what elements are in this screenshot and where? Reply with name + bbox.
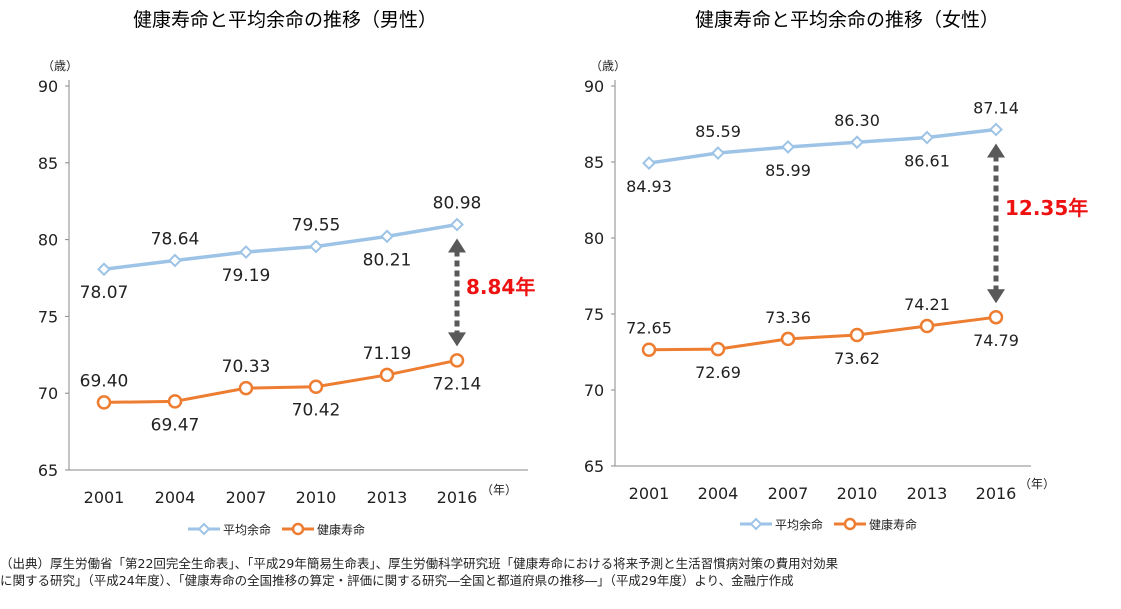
data-point-healthy-life	[921, 320, 933, 332]
data-label-healthy-life: 74.79	[973, 331, 1019, 350]
data-label-life-expectancy: 85.59	[695, 122, 741, 141]
data-label-life-expectancy: 79.19	[222, 266, 271, 286]
data-point-life-expectancy	[311, 241, 322, 252]
y-tick-label: 80	[584, 229, 604, 248]
data-point-life-expectancy	[922, 132, 933, 143]
legend-label-life-expectancy: 平均余命	[223, 522, 271, 537]
data-label-healthy-life: 73.36	[765, 308, 811, 327]
y-tick-label: 65	[584, 457, 604, 476]
gap-arrow-head-up	[448, 239, 466, 253]
y-tick-label: 85	[38, 154, 58, 173]
data-label-life-expectancy: 87.14	[973, 98, 1019, 117]
data-point-life-expectancy	[99, 264, 110, 275]
data-label-life-expectancy: 78.64	[151, 229, 200, 249]
data-label-life-expectancy: 78.07	[80, 283, 129, 303]
x-tick-label: 2013	[907, 484, 948, 503]
data-point-life-expectancy	[382, 231, 393, 242]
gap-arrow-head-down	[448, 332, 466, 346]
legend-label-healthy-life: 健康寿命	[317, 522, 365, 537]
series-line-healthy-life	[649, 317, 996, 350]
y-tick-label: 65	[38, 461, 58, 480]
x-axis-label: （年）	[1019, 477, 1055, 491]
y-tick-label: 90	[584, 77, 604, 96]
data-label-healthy-life: 70.42	[292, 401, 341, 421]
y-tick-label: 75	[38, 307, 58, 326]
data-label-life-expectancy: 85.99	[765, 161, 811, 180]
data-point-healthy-life	[169, 395, 181, 407]
chart-title-1: 健康寿命と平均余命の推移（男性）	[133, 9, 437, 31]
y-tick-label: 70	[584, 381, 604, 400]
data-point-life-expectancy	[991, 124, 1002, 135]
x-tick-label: 2001	[84, 488, 125, 507]
data-point-life-expectancy	[452, 219, 463, 230]
data-point-healthy-life	[990, 311, 1002, 323]
data-point-healthy-life	[310, 381, 322, 393]
legend-marker-healthy-life	[845, 519, 855, 529]
source-line-2: に関する研究」（平成24年度）、「健康寿命の全国推移の算定・評価に関する研究―全…	[0, 572, 1118, 589]
data-label-healthy-life: 72.65	[626, 319, 672, 338]
data-point-life-expectancy	[713, 148, 724, 159]
gap-label: 8.84年	[466, 275, 535, 299]
y-tick-label: 70	[38, 384, 58, 403]
data-point-life-expectancy	[852, 137, 863, 148]
data-label-healthy-life: 73.62	[834, 349, 880, 368]
x-tick-label: 2004	[155, 488, 196, 507]
figure: 健康寿命と平均余命の推移（男性） 65 70 75 80 85 90 （歳） 2001 2004 2…	[0, 0, 1121, 609]
data-label-life-expectancy: 80.21	[363, 250, 412, 270]
data-label-healthy-life: 70.33	[222, 357, 271, 377]
y-axis-label: （歳）	[590, 59, 626, 73]
data-label-healthy-life: 69.47	[151, 415, 200, 435]
legend-marker-life-expectancy	[751, 519, 761, 529]
data-point-healthy-life	[782, 333, 794, 345]
data-point-healthy-life	[98, 396, 110, 408]
data-label-healthy-life: 72.69	[695, 363, 741, 382]
y-tick-label: 80	[38, 231, 58, 250]
y-tick-label: 75	[584, 305, 604, 324]
data-label-life-expectancy: 80.98	[433, 194, 482, 214]
legend-marker-healthy-life	[293, 524, 303, 534]
legend-label-healthy-life: 健康寿命	[869, 517, 917, 532]
x-tick-label: 2001	[629, 484, 670, 503]
data-point-life-expectancy	[783, 141, 794, 152]
data-point-life-expectancy	[170, 255, 181, 266]
data-label-healthy-life: 74.21	[904, 295, 950, 314]
data-point-healthy-life	[712, 343, 724, 355]
charts-svg: 健康寿命と平均余命の推移（男性） 65 70 75 80 85 90 （歳） 2001 2004 2…	[0, 0, 1121, 560]
data-label-healthy-life: 72.14	[433, 374, 482, 394]
x-tick-label: 2013	[367, 488, 408, 507]
x-tick-label: 2007	[226, 488, 267, 507]
data-label-life-expectancy: 86.61	[904, 152, 950, 171]
data-label-life-expectancy: 84.93	[626, 177, 672, 196]
data-label-life-expectancy: 86.30	[834, 111, 880, 130]
data-point-life-expectancy	[644, 158, 655, 169]
x-tick-label: 2010	[837, 484, 878, 503]
x-tick-label: 2004	[698, 484, 739, 503]
data-point-life-expectancy	[241, 247, 252, 258]
x-tick-label: 2016	[437, 488, 478, 507]
gap-arrow-head-up	[987, 143, 1005, 157]
data-point-healthy-life	[643, 344, 655, 356]
y-axis-label: （歳）	[42, 59, 78, 73]
data-point-healthy-life	[451, 354, 463, 366]
data-label-healthy-life: 69.40	[80, 371, 129, 391]
x-tick-label: 2007	[768, 484, 809, 503]
series-line-healthy-life	[104, 360, 457, 402]
x-axis-label: （年）	[481, 483, 517, 497]
gap-label: 12.35年	[1005, 196, 1088, 220]
x-tick-label: 2016	[976, 484, 1017, 503]
legend-marker-life-expectancy	[199, 524, 209, 534]
chart-title-2: 健康寿命と平均余命の推移（女性）	[695, 9, 999, 31]
y-tick-label: 90	[38, 77, 58, 96]
source-note: （出典）厚生労働省「第22回完全生命表」、「平成29年簡易生命表」、厚生労働科学…	[0, 555, 1118, 589]
data-point-healthy-life	[381, 369, 393, 381]
x-tick-label: 2010	[296, 488, 337, 507]
data-label-life-expectancy: 79.55	[292, 216, 341, 236]
data-point-healthy-life	[240, 382, 252, 394]
y-tick-label: 85	[584, 153, 604, 172]
legend-label-life-expectancy: 平均余命	[775, 517, 823, 532]
source-line-1: （出典）厚生労働省「第22回完全生命表」、「平成29年簡易生命表」、厚生労働科学…	[0, 555, 1118, 572]
data-point-healthy-life	[851, 329, 863, 341]
data-label-healthy-life: 71.19	[363, 344, 412, 364]
gap-arrow-head-down	[987, 289, 1005, 303]
